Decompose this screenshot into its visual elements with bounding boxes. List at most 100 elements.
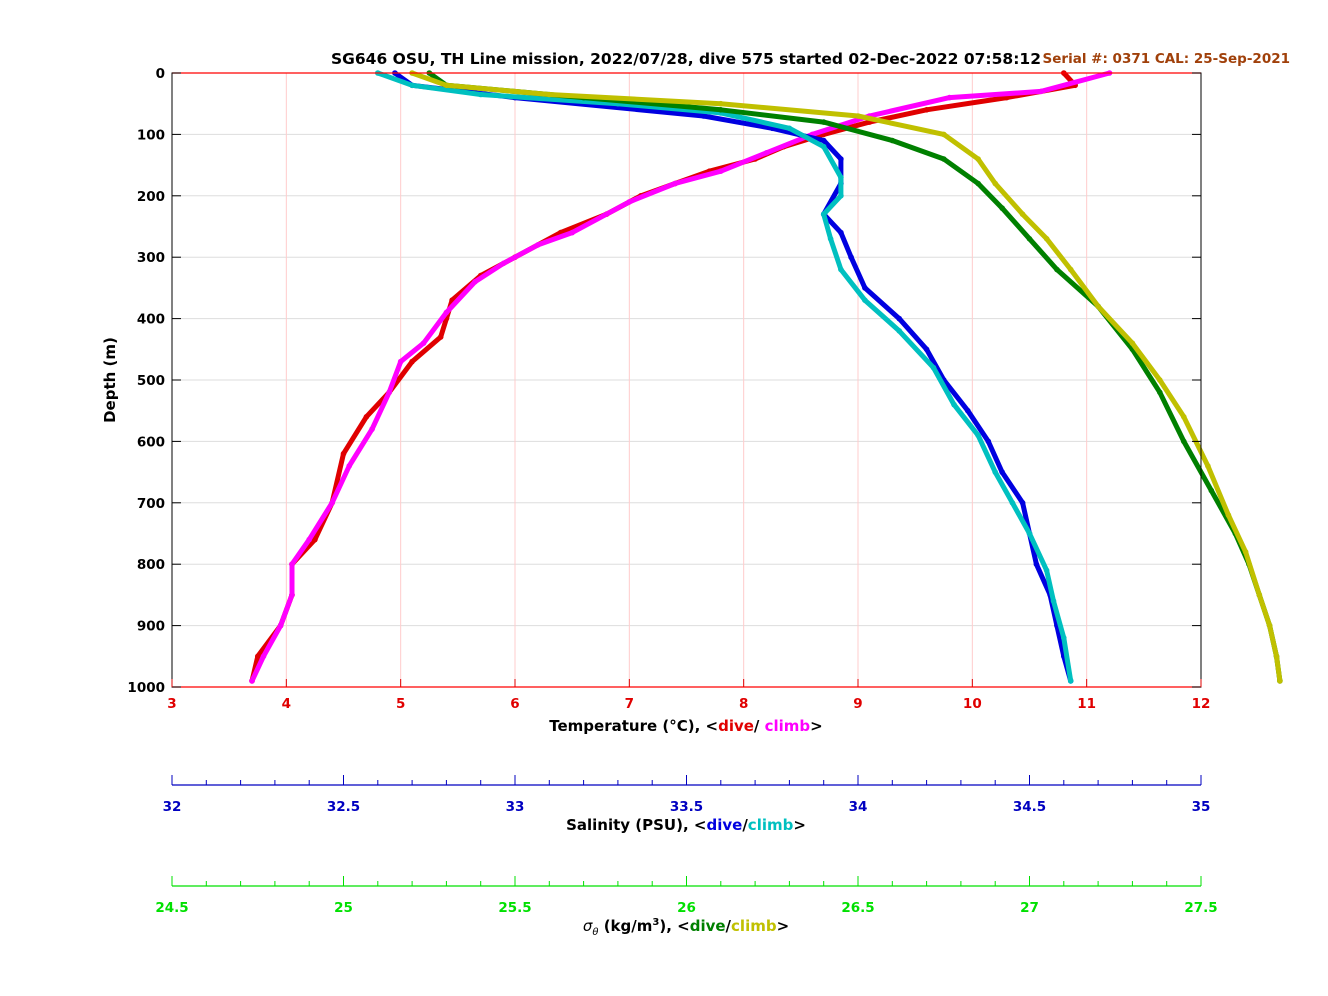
- salinity-tick-label: 33.5: [670, 799, 703, 815]
- data-point: [329, 500, 335, 506]
- data-series: [249, 70, 1283, 684]
- data-point: [896, 328, 902, 334]
- data-point: [763, 150, 770, 156]
- salinity-tick-label: 34: [849, 799, 868, 815]
- y-tick-label: 1000: [127, 680, 165, 696]
- data-point: [535, 242, 541, 248]
- density-axis: 24.5 25 25.5 26 26.5 27 27.5: [155, 876, 1218, 916]
- data-point: [1019, 211, 1026, 217]
- temperature-tick-label: 6: [510, 696, 519, 712]
- data-point: [1026, 236, 1033, 242]
- temperature-tick-label: 12: [1192, 696, 1211, 712]
- data-point: [1242, 549, 1249, 555]
- data-point: [443, 82, 450, 89]
- temperature-tick-label: 11: [1077, 696, 1096, 712]
- data-point: [397, 358, 404, 365]
- data-point: [346, 463, 353, 469]
- series-line: [426, 70, 1283, 684]
- data-point: [1129, 340, 1136, 347]
- data-point: [923, 107, 930, 113]
- data-point: [999, 469, 1005, 475]
- data-point: [1157, 389, 1163, 396]
- data-point: [838, 266, 844, 273]
- data-point: [254, 653, 261, 660]
- y-tick-label: 400: [137, 312, 165, 328]
- serial-label: Serial #: 0371 CAL: 25-Sep-2021: [1043, 51, 1290, 67]
- data-point: [500, 260, 507, 267]
- data-point: [1181, 438, 1187, 445]
- data-point: [672, 180, 678, 187]
- data-point: [1054, 266, 1060, 273]
- temperature-tick-label: 8: [739, 696, 748, 712]
- data-point: [786, 125, 793, 132]
- data-point: [820, 119, 827, 125]
- data-point: [363, 414, 370, 420]
- data-point: [820, 143, 827, 150]
- density-tick-label: 25: [334, 900, 353, 916]
- data-point: [569, 229, 575, 236]
- data-point: [992, 180, 998, 187]
- temperature-tick-label: 4: [282, 696, 291, 712]
- data-point: [1009, 500, 1016, 506]
- data-point: [1181, 414, 1187, 420]
- data-point: [1225, 512, 1232, 518]
- series-line: [409, 70, 1283, 684]
- grid: [171, 72, 1202, 688]
- data-point: [985, 438, 992, 445]
- salinity-tick-label: 35: [1192, 799, 1211, 815]
- salinity-tick-label: 34.5: [1013, 799, 1046, 815]
- data-point: [1026, 530, 1033, 537]
- data-point: [951, 401, 957, 408]
- data-point: [289, 561, 295, 567]
- y-tick-label: 200: [137, 189, 165, 205]
- data-point: [443, 309, 450, 316]
- data-point: [409, 358, 415, 365]
- data-point: [409, 82, 415, 89]
- temperature-axis-label: Temperature (°C), <dive/ climb>: [549, 717, 823, 735]
- data-point: [1266, 622, 1273, 629]
- density-tick-label: 26.5: [841, 900, 874, 916]
- data-point: [862, 285, 868, 291]
- data-point: [546, 91, 553, 98]
- data-point: [941, 131, 947, 138]
- data-point: [1019, 500, 1026, 506]
- data-point: [855, 113, 861, 119]
- data-point: [1095, 303, 1101, 310]
- data-point: [1033, 561, 1040, 567]
- data-point: [1273, 653, 1280, 660]
- data-point: [277, 622, 284, 629]
- data-point: [838, 229, 844, 236]
- data-point: [946, 94, 953, 101]
- data-point: [340, 450, 347, 457]
- data-point: [306, 536, 313, 543]
- salinity-axis: 32 32.5 33 33.5 34 34.5 35: [163, 775, 1211, 815]
- data-point: [820, 137, 827, 144]
- data-point: [260, 653, 267, 660]
- density-tick-label: 25.5: [498, 900, 531, 916]
- data-point: [965, 407, 971, 414]
- y-tick-label: 600: [137, 434, 165, 450]
- salinity-tick-label: 32: [163, 799, 182, 815]
- y-tick-label: 700: [137, 496, 165, 512]
- data-point: [838, 174, 844, 181]
- data-point: [1061, 635, 1067, 641]
- data-point: [941, 156, 947, 162]
- salinity-tick-label: 32.5: [327, 799, 360, 815]
- density-axis-label: σθ (kg/m3), <dive/climb>: [583, 917, 789, 938]
- data-point: [862, 297, 868, 304]
- temperature-tick-label: 3: [167, 696, 176, 712]
- data-point: [1067, 678, 1074, 684]
- data-point: [975, 432, 981, 439]
- data-point: [369, 426, 375, 432]
- data-point: [437, 334, 444, 340]
- temperature-tick-label: 7: [625, 696, 634, 712]
- data-point: [827, 236, 834, 242]
- data-point: [889, 137, 896, 144]
- data-point: [838, 193, 844, 199]
- data-point: [975, 156, 981, 162]
- data-point: [848, 254, 854, 260]
- y-tick-label: 300: [137, 250, 165, 266]
- y-tick-label: 500: [137, 373, 165, 389]
- data-point: [420, 340, 427, 347]
- y-tick-label: 0: [156, 66, 165, 82]
